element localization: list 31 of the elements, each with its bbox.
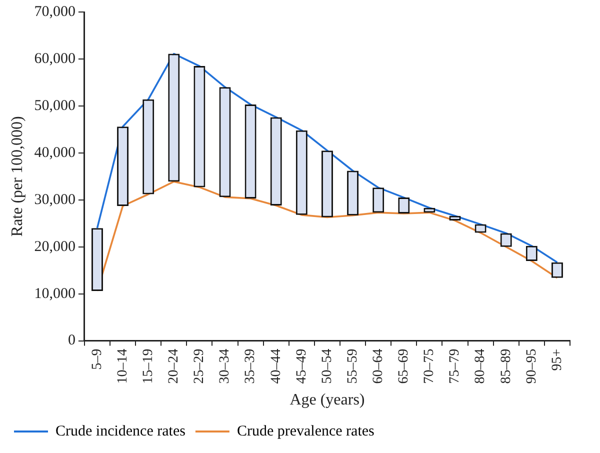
- y-tick-label: 40,000: [34, 144, 76, 161]
- x-tick-label: 5–9: [90, 348, 105, 370]
- x-tick-label: 55–59: [345, 348, 360, 384]
- y-axis-title: Rate (per 100,000): [8, 116, 26, 237]
- x-axis-title: Age (years): [290, 392, 365, 409]
- x-tick-label: 65–69: [396, 348, 412, 384]
- x-tick-label: 45–49: [294, 348, 310, 384]
- legend-label: Crude prevalence rates: [236, 423, 375, 440]
- x-tick-label: 95+: [550, 348, 565, 371]
- y-tick-label: 60,000: [34, 50, 76, 67]
- x-tick-label: 60–64: [371, 348, 386, 384]
- x-tick-label: 30–34: [218, 348, 233, 384]
- x-tick-label: 80–84: [473, 348, 488, 384]
- x-tick-label: 75–79: [448, 348, 463, 384]
- y-tick-label: 30,000: [34, 192, 76, 208]
- x-tick-label: 85–89: [498, 348, 514, 384]
- x-tick-label: 40–44: [268, 348, 284, 384]
- y-tick-label: 50,000: [34, 98, 76, 114]
- x-tick-label: 70–75: [422, 348, 438, 384]
- x-tick-label: 15–19: [141, 348, 156, 384]
- x-tick-label: 90–95: [524, 348, 540, 384]
- y-tick-label: 0: [68, 332, 76, 349]
- x-tick-label: 10–14: [115, 348, 130, 384]
- x-tick-label: 35–39: [243, 348, 258, 384]
- x-tick-label: 25–29: [192, 348, 208, 384]
- y-tick-label: 70,000: [34, 4, 76, 20]
- legend-label: Crude incidence rates: [56, 423, 186, 440]
- x-tick-label: 20–24: [166, 348, 182, 384]
- y-tick-label: 10,000: [34, 286, 76, 302]
- y-tick-label: 20,000: [34, 238, 76, 255]
- x-tick-label: 50–54: [320, 348, 335, 384]
